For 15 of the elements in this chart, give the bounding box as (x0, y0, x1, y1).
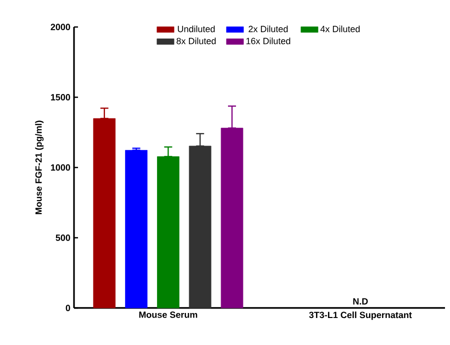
y-tick-label: 2000 (50, 24, 70, 30)
y-tick-label: 0 (66, 304, 70, 312)
legend-label: 4x Diluted (320, 26, 360, 32)
legend-label: 2x Diluted (248, 26, 288, 32)
y-axis-title: Mouse FGF-21 (pg/ml) (35, 120, 44, 214)
legend-label: 16x Diluted (246, 38, 290, 44)
annotation: N.D (353, 298, 368, 304)
y-tick-label: 1500 (51, 94, 70, 100)
x-tick-label: 3T3-L1 Cell Supernatant (309, 312, 412, 320)
y-tick-label: 1000 (51, 164, 70, 171)
legend-label: 8x Diluted (176, 38, 216, 44)
y-tick-label: 500 (56, 234, 70, 241)
x-tick-label: Mouse Serum (139, 312, 198, 318)
bar (125, 150, 148, 308)
legend-label: Undiluted (178, 26, 215, 32)
